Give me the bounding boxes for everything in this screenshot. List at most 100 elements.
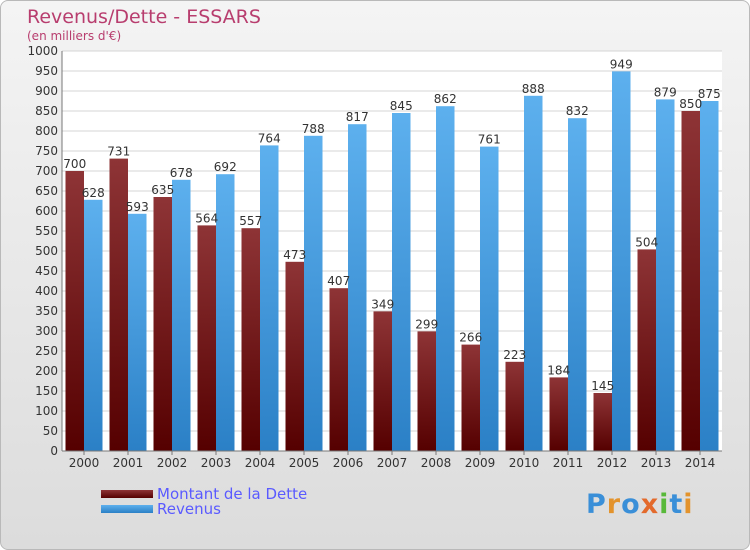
- logo-letter-4: x: [640, 489, 660, 520]
- bar-dette: [505, 361, 524, 451]
- data-label-revenus: 879: [654, 85, 677, 99]
- legend-swatch-dette: [101, 490, 153, 498]
- bar-revenus: [524, 95, 543, 452]
- y-tick-label: 100: [35, 404, 58, 418]
- data-label-dette: 504: [635, 235, 658, 249]
- data-label-revenus: 692: [214, 160, 237, 174]
- legend-label-revenus: Revenus: [157, 500, 221, 518]
- x-axis-ticks: 2000 2001 2002 2003 2004 2005 2006 2007 2008 2009…: [69, 451, 716, 470]
- y-tick-label: 0: [50, 444, 58, 458]
- bar-dette: [197, 225, 216, 451]
- x-tick-label: 2008: [421, 456, 452, 470]
- x-tick-label: 2012: [597, 456, 628, 470]
- chart-title: Revenus/Dette - ESSARS: [27, 6, 261, 28]
- y-tick-label: 850: [35, 104, 58, 118]
- data-label-revenus: 817: [346, 110, 369, 124]
- x-tick-label: 2001: [113, 456, 144, 470]
- bars: [65, 71, 719, 452]
- y-tick-label: 250: [35, 344, 58, 358]
- bar-dette: [549, 377, 568, 451]
- bar-revenus: [348, 124, 367, 451]
- y-tick-label: 950: [35, 64, 58, 78]
- proxiti-logo: Proxiti: [586, 489, 694, 520]
- bar-revenus: [700, 101, 719, 451]
- bar-revenus: [436, 106, 455, 451]
- y-tick-label: 450: [35, 264, 58, 278]
- x-tick-label: 2004: [245, 456, 276, 470]
- data-label-dette: 145: [591, 379, 614, 393]
- y-tick-label: 300: [35, 324, 58, 338]
- data-label-revenus: 949: [610, 57, 633, 71]
- data-label-dette: 557: [239, 214, 262, 228]
- data-label-revenus: 845: [390, 99, 413, 113]
- data-label-dette: 266: [459, 331, 482, 345]
- bar-dette: [65, 171, 84, 451]
- data-label-revenus: 862: [434, 92, 457, 106]
- data-label-dette: 407: [327, 274, 350, 288]
- data-label-dette: 223: [503, 348, 526, 362]
- y-tick-label: 900: [35, 84, 58, 98]
- x-tick-label: 2011: [553, 456, 584, 470]
- x-tick-label: 2013: [641, 456, 672, 470]
- chart-subtitle: (en milliers d'€): [27, 29, 122, 43]
- y-tick-label: 150: [35, 384, 58, 398]
- legend-item-dette: Montant de la Dette: [101, 485, 401, 503]
- bar-revenus: [656, 99, 675, 452]
- data-label-revenus: 832: [566, 104, 589, 118]
- data-label-revenus: 761: [478, 133, 501, 147]
- legend-item-revenus: Revenus: [101, 500, 401, 518]
- x-tick-label: 2010: [509, 456, 540, 470]
- data-label-dette: 184: [547, 363, 570, 377]
- data-label-revenus: 678: [170, 166, 193, 180]
- data-label-dette: 731: [107, 145, 130, 159]
- bar-revenus: [84, 199, 103, 451]
- bar-revenus: [392, 113, 411, 451]
- data-label-dette: 564: [195, 211, 218, 225]
- logo-letter-1: P: [586, 489, 607, 520]
- data-label-revenus: 875: [698, 87, 721, 101]
- y-tick-label: 50: [43, 424, 58, 438]
- bar-dette: [285, 261, 304, 451]
- bar-dette: [329, 288, 348, 451]
- bar-dette: [681, 111, 700, 451]
- x-tick-label: 2003: [201, 456, 232, 470]
- bar-revenus: [172, 179, 191, 452]
- y-tick-label: 200: [35, 364, 58, 378]
- y-tick-label: 600: [35, 204, 58, 218]
- bar-revenus: [568, 118, 587, 451]
- bar-dette: [461, 344, 480, 451]
- data-label-dette: 850: [679, 97, 702, 111]
- logo-letter-5: i: [659, 489, 670, 520]
- bar-revenus: [612, 71, 631, 452]
- x-tick-label: 2014: [685, 456, 716, 470]
- data-label-dette: 700: [63, 157, 86, 171]
- y-tick-label: 500: [35, 244, 58, 258]
- x-tick-label: 2006: [333, 456, 364, 470]
- data-label-revenus: 888: [522, 82, 545, 96]
- x-tick-label: 2009: [465, 456, 496, 470]
- y-tick-label: 400: [35, 284, 58, 298]
- bar-dette: [373, 311, 392, 451]
- x-tick-label: 2007: [377, 456, 408, 470]
- bar-dette: [241, 228, 260, 451]
- data-label-dette: 635: [151, 183, 174, 197]
- logo-letter-3: o: [621, 489, 641, 520]
- bar-dette: [637, 249, 656, 451]
- data-label-revenus: 788: [302, 122, 325, 136]
- data-label-dette: 299: [415, 317, 438, 331]
- data-label-revenus: 764: [258, 131, 281, 145]
- bar-dette: [417, 331, 436, 451]
- x-tick-label: 2000: [69, 456, 100, 470]
- x-tick-label: 2002: [157, 456, 188, 470]
- data-label-revenus: 628: [82, 186, 105, 200]
- logo-letter-2: r: [606, 489, 622, 520]
- y-axis-ticks: 0 50 100 150 200 250 300 350 400 450 500 550 600 650 7…: [27, 44, 58, 458]
- bar-dette: [153, 197, 172, 451]
- bar-revenus: [304, 135, 323, 452]
- bar-revenus: [260, 145, 279, 451]
- legend-swatch-revenus: [101, 505, 153, 513]
- y-tick-label: 800: [35, 124, 58, 138]
- y-tick-label: 1000: [27, 44, 58, 58]
